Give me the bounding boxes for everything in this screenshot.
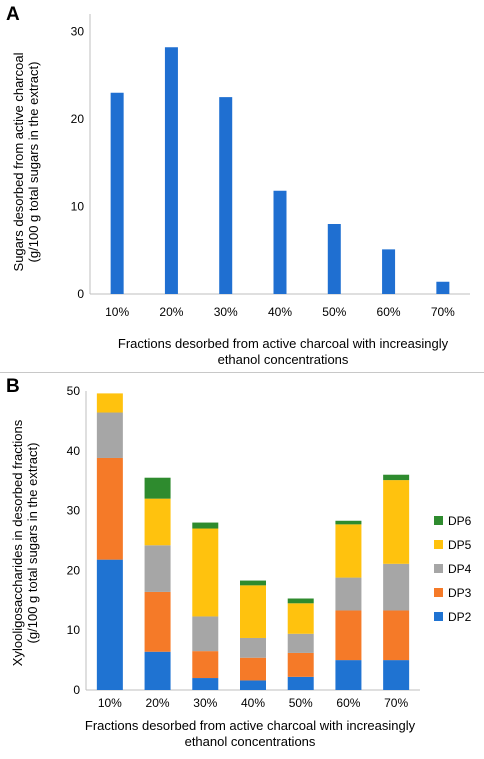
x-axis-title: Fractions desorbed from active charcoal …: [85, 718, 416, 749]
bar-segment-dp5: [192, 528, 219, 617]
bar-segment-dp3: [240, 657, 266, 681]
x-tick-label: 70%: [431, 305, 455, 319]
x-axis-title: Fractions desorbed from active charcoal …: [118, 336, 449, 367]
bar-segment-dp5: [335, 524, 362, 578]
legend-label: DP5: [448, 538, 472, 552]
bar-segment-dp2: [383, 660, 410, 690]
legend-label: DP6: [448, 514, 472, 528]
bar-segment-dp5: [383, 480, 410, 564]
panel-a: A 0 10 20 30 10% 20% 30% 40% 50% 60% 70% Sugars des…: [0, 0, 484, 372]
bar-segment-dp4: [240, 637, 266, 658]
y-axis-title-line: (g/100 g total sugars in the extract): [25, 443, 40, 644]
y-tick-label: 30: [71, 25, 85, 39]
x-axis-title-line: Fractions desorbed from active charcoal …: [118, 336, 449, 351]
legend-label: DP3: [448, 586, 472, 600]
bar-segment-dp4: [96, 412, 123, 458]
bar-segment-dp3: [383, 610, 410, 661]
bar-segment-dp3: [287, 652, 314, 677]
legend-swatch: [434, 516, 443, 525]
panel-b: B 0 10 20 30 40 50 10% 20% 30% 40% 50% 60% 70% DP6 DP5…: [0, 372, 484, 758]
x-tick-label: 70%: [384, 696, 408, 710]
y-tick-label: 20: [71, 112, 85, 126]
bar: [110, 92, 124, 294]
legend-swatch: [434, 564, 443, 573]
bar-segment-dp3: [96, 457, 123, 560]
bar-segment-dp2: [240, 680, 266, 690]
panel-b-label: B: [6, 376, 20, 397]
x-tick-label: 40%: [241, 696, 265, 710]
bar-segment-dp6: [144, 477, 171, 499]
y-tick-label: 10: [71, 200, 85, 214]
legend-label: DP4: [448, 562, 472, 576]
y-tick-label: 30: [67, 504, 81, 518]
bar: [273, 190, 287, 294]
bar-segment-dp2: [335, 660, 362, 690]
bar-segment-dp6: [192, 522, 219, 529]
legend-label: DP2: [448, 610, 472, 624]
bar-segment-dp6: [383, 474, 410, 481]
bar-segment-dp5: [240, 585, 266, 638]
y-axis-title: Xylooligosaccharides in desorbed fractio…: [10, 419, 40, 666]
x-tick-label: 10%: [105, 305, 129, 319]
y-tick-label: 10: [67, 623, 81, 637]
bar-segment-dp6: [287, 598, 314, 604]
y-axis-title-line: (g/100 g total sugars in the extract): [26, 62, 41, 263]
legend-swatch: [434, 588, 443, 597]
x-tick-label: 60%: [377, 305, 401, 319]
y-axis-title: Sugars desorbed from active charcoal(g/1…: [11, 52, 41, 271]
bar-segment-dp4: [192, 616, 219, 652]
x-tick-label: 20%: [159, 305, 183, 319]
y-tick-label: 50: [67, 384, 81, 398]
bar: [327, 224, 341, 294]
bar: [164, 47, 178, 294]
panel-a-label: A: [6, 4, 20, 25]
y-tick-label: 40: [67, 444, 81, 458]
x-axis-title-line: ethanol concentrations: [185, 734, 316, 749]
chart-b: 0 10 20 30 40 50 10% 20% 30% 40% 50% 60% 70% DP6 DP5 DP…: [10, 384, 472, 749]
x-tick-label: 20%: [146, 696, 170, 710]
bar-segment-dp2: [144, 651, 171, 690]
bar-segment-dp5: [144, 498, 171, 546]
chart-a: 0 10 20 30 10% 20% 30% 40% 50% 60% 70% Sugars desor…: [11, 14, 470, 367]
bar-segment-dp6: [240, 580, 266, 586]
x-tick-label: 60%: [336, 696, 360, 710]
bar-segment-dp2: [96, 559, 123, 690]
bar: [436, 281, 450, 294]
bar: [382, 249, 396, 294]
y-axis-title-line: Xylooligosaccharides in desorbed fractio…: [10, 419, 25, 666]
x-tick-label: 10%: [98, 696, 122, 710]
x-tick-label: 30%: [214, 305, 238, 319]
bar-segment-dp2: [192, 678, 219, 690]
bar-segment-dp2: [287, 676, 314, 690]
bar-segment-dp3: [144, 591, 171, 652]
bar: [219, 97, 233, 294]
x-tick-label: 30%: [193, 696, 217, 710]
bar-segment-dp5: [287, 603, 314, 634]
x-axis-title-line: Fractions desorbed from active charcoal …: [85, 718, 416, 733]
bar-segment-dp4: [335, 577, 362, 611]
y-tick-label: 0: [77, 287, 84, 301]
bar-segment-dp4: [383, 563, 410, 611]
x-axis-title-line: ethanol concentrations: [218, 352, 349, 367]
y-axis-title-line: Sugars desorbed from active charcoal: [11, 52, 26, 271]
bar-segment-dp4: [287, 633, 314, 653]
bar-segment-dp3: [192, 651, 219, 679]
legend-swatch: [434, 612, 443, 621]
bar-segment-dp3: [335, 610, 362, 661]
bar-segment-dp4: [144, 545, 171, 592]
y-tick-label: 0: [73, 683, 80, 697]
x-tick-label: 40%: [268, 305, 292, 319]
x-tick-label: 50%: [322, 305, 346, 319]
x-tick-label: 50%: [289, 696, 313, 710]
bar-segment-dp5: [96, 393, 123, 413]
legend-swatch: [434, 540, 443, 549]
y-tick-label: 20: [67, 563, 81, 577]
bar-segment-dp6: [335, 520, 362, 525]
